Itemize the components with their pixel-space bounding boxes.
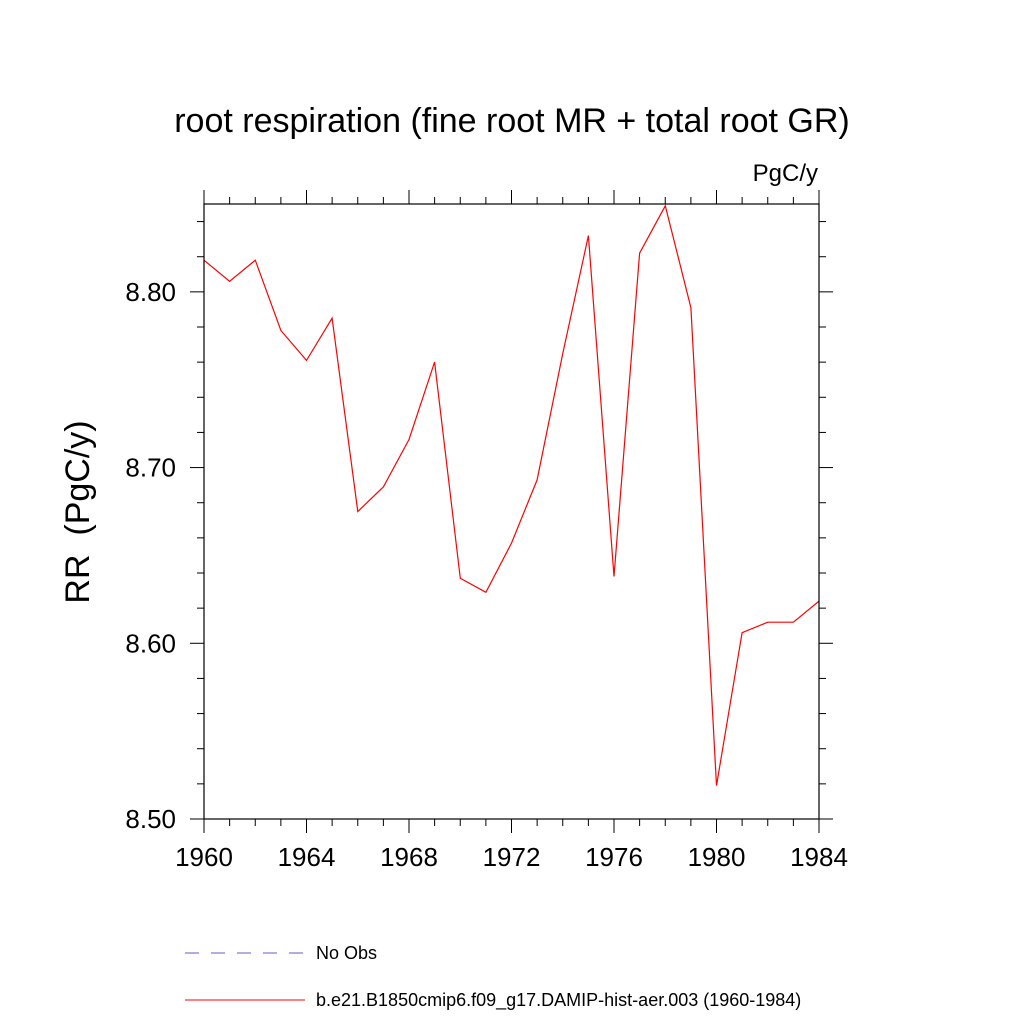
- legend-no-obs-label: No Obs: [316, 943, 377, 963]
- axis-ticks: [190, 190, 833, 833]
- series-line: [203, 204, 820, 786]
- legend: No Obs b.e21.B1850cmip6.f09_g17.DAMIP-hi…: [185, 943, 801, 1011]
- x-tick-labels: 1960 1964 1968 1972 1976 1980 1984: [175, 842, 848, 872]
- y-tick-label: 8.80: [125, 277, 176, 307]
- legend-series-label: b.e21.B1850cmip6.f09_g17.DAMIP-hist-aer.…: [316, 990, 801, 1011]
- chart-title: root respiration (fine root MR + total r…: [174, 102, 850, 140]
- plot-area: [203, 204, 820, 786]
- x-tick-label: 1976: [585, 842, 643, 872]
- y-tick-label: 8.60: [125, 628, 176, 658]
- y-tick-label: 8.50: [125, 804, 176, 834]
- x-tick-label: 1964: [278, 842, 336, 872]
- x-tick-label: 1968: [380, 842, 438, 872]
- y-tick-label: 8.70: [125, 453, 176, 483]
- x-tick-label: 1960: [175, 842, 233, 872]
- units-label: PgC/y: [753, 160, 818, 187]
- y-axis-label: RR (PgC/y): [59, 420, 97, 603]
- y-tick-labels: 8.50 8.60 8.70 8.80: [125, 277, 176, 834]
- x-tick-label: 1980: [688, 842, 746, 872]
- x-tick-label: 1984: [790, 842, 848, 872]
- plot-frame: [203, 203, 820, 820]
- x-tick-label: 1972: [483, 842, 541, 872]
